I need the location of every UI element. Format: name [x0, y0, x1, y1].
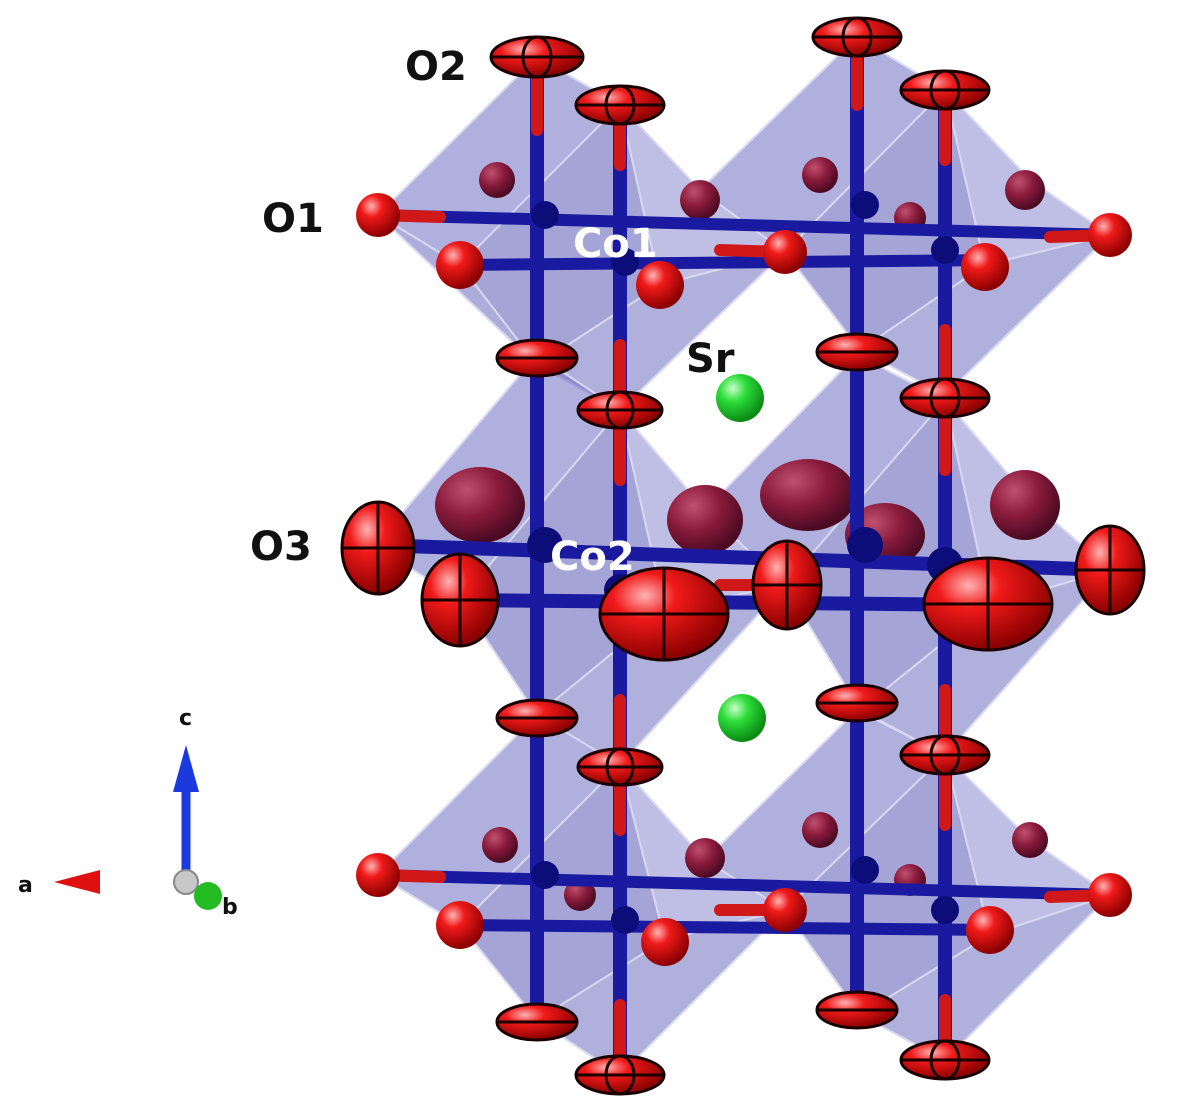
axis-a-label: a [18, 873, 33, 898]
cobalt-atom [931, 236, 959, 264]
oxygen-atom [815, 990, 899, 1030]
oxygen-atom [815, 332, 899, 372]
oxygen-atom [495, 698, 579, 738]
oxygen-atom [760, 459, 856, 531]
strontium-atoms [716, 374, 766, 742]
oxygen-atom [922, 556, 1054, 652]
oxygen-atom [479, 162, 515, 198]
oxygen-atom [574, 84, 666, 126]
axis-b-marker [194, 882, 222, 910]
oxygen-atom [899, 734, 991, 776]
cobalt-atom [611, 248, 639, 276]
axis-b-label: b [222, 895, 238, 920]
oxygen-atom [751, 539, 823, 631]
oxygen-atom [802, 812, 838, 848]
oxygen-atom [763, 230, 807, 274]
cobalt-atom [851, 191, 879, 219]
axis-c-arrowhead [173, 745, 199, 792]
cobalt-atom [847, 527, 883, 563]
oxygen-atom [1088, 213, 1132, 257]
oxygen-atom [495, 338, 579, 378]
strontium-atom [718, 694, 766, 742]
back-oxygen-atoms [435, 157, 1060, 911]
oxygen-atom [1012, 822, 1048, 858]
oxygen-atom [899, 69, 991, 111]
oxygen-atom [802, 157, 838, 193]
oxygen-atom [482, 827, 518, 863]
oxygen-atom [435, 467, 525, 543]
oxygen-atom [961, 243, 1009, 291]
oxygen-atom [598, 566, 730, 662]
oxygen-atom [641, 918, 689, 966]
oxygen-atom [356, 193, 400, 237]
oxygen-atom [811, 16, 903, 58]
oxygen-atom [899, 1039, 991, 1081]
oxygen-atom [574, 1054, 666, 1096]
label-o2: O2 [405, 44, 467, 90]
oxygen-atom [436, 241, 484, 289]
oxygen-atom [763, 888, 807, 932]
oxygen-atom [356, 853, 400, 897]
label-co2: Co2 [550, 534, 635, 580]
axis-triad: c a b [18, 706, 238, 920]
oxygen-atom [489, 35, 585, 79]
cobalt-atom [611, 906, 639, 934]
cobalt-atom [851, 856, 879, 884]
oxygen-atom [899, 377, 991, 419]
cobalt-atom [931, 896, 959, 924]
oxygen-atom [966, 906, 1014, 954]
strontium-atom [716, 374, 764, 422]
label-o1: O1 [262, 196, 324, 242]
oxygen-atom [1088, 873, 1132, 917]
oxygen-atom [1005, 170, 1045, 210]
oxygen-atom [420, 552, 500, 648]
oxygen-atom [576, 747, 664, 787]
axis-origin [173, 869, 199, 895]
axis-a-arrowhead [54, 870, 100, 894]
site-labels: O2 O1 Co1 Sr O3 Co2 [250, 44, 735, 580]
label-co1: Co1 [573, 221, 658, 267]
cobalt-atom [527, 527, 563, 563]
oxygen-atom [436, 901, 484, 949]
label-o3: O3 [250, 524, 312, 570]
oxygen-atom [685, 838, 725, 878]
oxygen-atom [576, 390, 664, 430]
octahedron [377, 214, 538, 366]
oxygen-atom [680, 180, 720, 220]
cobalt-atom [531, 201, 559, 229]
oxygen-atom [564, 879, 596, 911]
axis-c-label: c [179, 706, 192, 731]
oxygen-atom [815, 683, 899, 723]
oxygen-atom [1074, 524, 1146, 616]
cobalt-atom [531, 861, 559, 889]
front-oxygen-atoms [340, 16, 1146, 1096]
oxygen-atom [636, 261, 684, 309]
oxygen-atom [495, 1002, 579, 1042]
oxygen-atom [990, 470, 1060, 540]
oxygen-atom [667, 485, 743, 555]
oxygen-atom [340, 500, 416, 596]
label-sr: Sr [686, 336, 735, 382]
